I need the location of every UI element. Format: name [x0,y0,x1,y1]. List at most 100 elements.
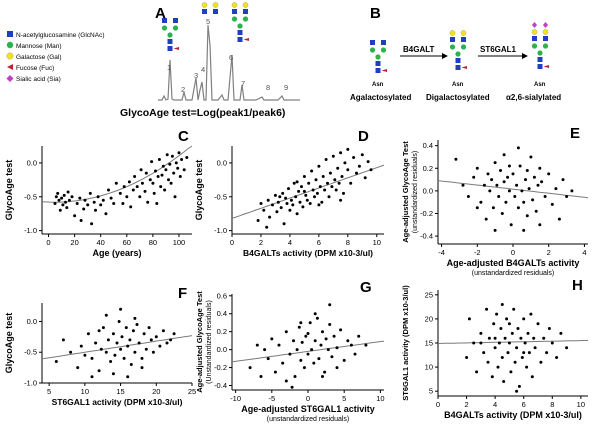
triangle-icon [7,64,13,70]
data-point [504,200,508,204]
data-point [94,208,97,212]
data-point [121,202,125,205]
data-point [289,198,293,202]
y-tick-label: 0.2 [423,164,433,173]
data-point [524,178,527,182]
sialylated-glycan-icon [531,22,549,69]
data-point [148,178,152,182]
data-point [111,332,115,336]
x-tick-label: 20 [152,387,160,396]
x-tick-label: 6 [317,238,321,247]
data-point [496,365,500,369]
circle-icon [6,52,14,60]
data-point [475,166,479,170]
data-point [349,181,353,185]
data-point [119,307,123,311]
glycan-peak6-icon [231,2,249,42]
y-tick-label: 0.6 [217,291,227,300]
data-point [526,331,530,335]
data-point [285,202,289,205]
data-point [475,206,479,210]
data-point [509,223,513,227]
glycoage-formula: GlycoAge test=Log(peak1/peak6) [120,107,285,119]
panel-letter: G [360,279,372,296]
regression-line [231,340,385,363]
data-point [490,178,494,182]
data-point [159,185,163,189]
y-tick-label: 0.0 [27,317,37,326]
state-agalactosylated: Agalactosylated [350,93,411,102]
data-point [139,168,143,172]
data-point [135,185,139,189]
legend-gal: Galactose (Gal) [16,54,62,61]
x-tick-label: 4 [582,248,586,257]
data-point [284,330,288,334]
data-point [79,344,83,348]
data-point [299,358,303,362]
data-point [333,178,337,182]
data-point [353,352,357,356]
data-point [295,348,299,352]
data-point [532,175,536,179]
x-tick-label: 0 [46,238,50,247]
data-point [499,327,503,330]
data-point [70,195,74,199]
data-point [495,312,499,316]
data-point [56,191,60,195]
data-point [131,188,135,192]
data-point [538,223,542,227]
data-point [328,303,332,307]
asn-label-2: Asn [452,82,464,88]
data-point [119,347,123,351]
data-point [86,332,90,336]
data-point [167,178,170,182]
data-point [144,171,148,175]
regression-line [437,339,589,344]
data-point [308,321,312,325]
data-point [522,351,526,355]
asn-label-3: Asn [534,82,546,88]
data-point [550,341,554,345]
data-point [143,189,147,193]
data-point [513,195,517,198]
data-point [284,196,288,200]
data-point [140,356,144,360]
data-point [326,348,330,352]
data-point [90,222,94,226]
regression-line [437,180,589,199]
data-point [545,351,549,355]
data-point [90,356,94,360]
data-point [104,350,108,354]
panel-c-scatter: C 0 20 40 60 80 100 0.0 -0.5 -1.0 Age (years) Glyco… [4,128,193,258]
data-point [126,375,130,379]
data-point [525,214,529,218]
data-point [97,329,101,333]
data-point [536,322,540,326]
x-axis-sublabel: (unstandardized residuals) [267,416,350,423]
data-point [302,189,306,193]
x-tick-label: 20 [70,238,78,247]
data-point [342,358,346,362]
data-point [67,198,71,202]
data-point [169,181,173,185]
data-point [525,169,529,172]
data-point [140,366,144,370]
data-point [363,176,367,180]
x-axis-label: ST6GAL1 activity (DPM x10-3/ul) [52,397,183,407]
data-point [138,195,142,199]
data-point [540,180,544,184]
data-point [315,191,319,195]
data-point [124,326,128,330]
peak-1-label: 1 [167,63,171,72]
y-tick-label: -0.2 [420,209,433,218]
legend-fuc: Fucose (Fuc) [16,65,54,72]
data-point [323,370,327,374]
panel-letter: F [178,285,187,302]
data-point [493,346,497,350]
data-point [507,189,511,193]
data-point [156,175,160,178]
data-point [164,168,168,172]
data-point [490,375,494,379]
data-point [140,181,144,185]
data-point [507,164,511,168]
